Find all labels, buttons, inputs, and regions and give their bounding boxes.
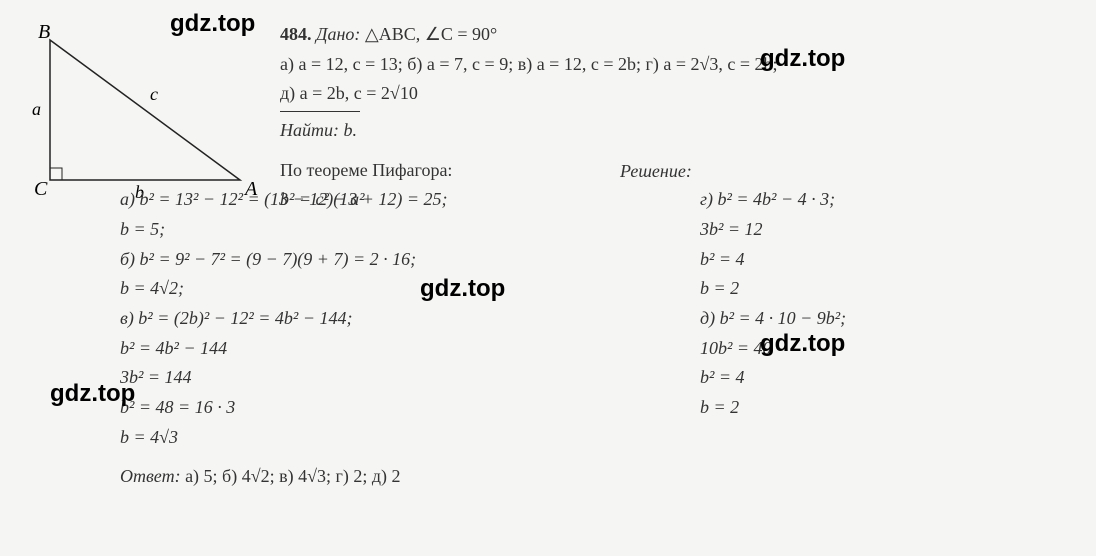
given-cases-2: д) a = 2b, c = 2√10 xyxy=(280,79,1076,109)
calc-v2: b² = 4b² − 144 xyxy=(120,334,660,364)
calc-v3: 3b² = 144 xyxy=(120,363,660,393)
theorem-line1: По теореме Пифагора: xyxy=(280,156,600,186)
calc-g3: b² = 4 xyxy=(700,245,1076,275)
calc-b2: b = 4√2; xyxy=(120,274,660,304)
given-label: Дано: xyxy=(316,24,360,44)
calc-a1: а) b² = 13² − 12² = (13 − 12)(13 + 12) =… xyxy=(120,185,660,215)
calc-a2: b = 5; xyxy=(120,215,660,245)
solution-body: а) b² = 13² − 12² = (13 − 12)(13 + 12) =… xyxy=(20,185,1076,452)
calc-v5: b = 4√3 xyxy=(120,423,660,453)
calc-d1: д) b² = 4 · 10 − 9b²; xyxy=(700,304,1076,334)
calc-g2: 3b² = 12 xyxy=(700,215,1076,245)
calc-g1: г) b² = 4b² − 4 · 3; xyxy=(700,185,1076,215)
find-value: b. xyxy=(344,120,358,140)
triangle-diagram: B C A a b c xyxy=(20,20,270,200)
given-cases-1: а) a = 12, c = 13; б) a = 7, c = 9; в) a… xyxy=(280,50,1076,80)
problem-number: 484. xyxy=(280,24,312,44)
solution-right-column: г) b² = 4b² − 4 · 3; 3b² = 12 b² = 4 b =… xyxy=(660,185,1076,452)
side-c: c xyxy=(150,84,158,104)
side-a: a xyxy=(32,99,41,119)
calc-d3: b² = 4 xyxy=(700,363,1076,393)
answer-label: Ответ: xyxy=(120,466,181,486)
given-main: △ABC, ∠C = 90° xyxy=(365,24,497,44)
calc-v1: в) b² = (2b)² − 12² = 4b² − 144; xyxy=(120,304,660,334)
vertex-B: B xyxy=(38,21,50,43)
answer-text: а) 5; б) 4√2; в) 4√3; г) 2; д) 2 xyxy=(185,466,400,486)
calc-d2: 10b² = 40 xyxy=(700,334,1076,364)
calc-v4: b² = 48 = 16 · 3 xyxy=(120,393,660,423)
divider-line xyxy=(280,111,360,112)
find-label: Найти: xyxy=(280,120,339,140)
solution-left-column: а) b² = 13² − 12² = (13 − 12)(13 + 12) =… xyxy=(20,185,660,452)
calc-d4: b = 2 xyxy=(700,393,1076,423)
answer-line: Ответ: а) 5; б) 4√2; в) 4√3; г) 2; д) 2 xyxy=(20,462,1076,492)
calc-b1: б) b² = 9² − 7² = (9 − 7)(9 + 7) = 2 · 1… xyxy=(120,245,660,275)
calc-g4: b = 2 xyxy=(700,274,1076,304)
